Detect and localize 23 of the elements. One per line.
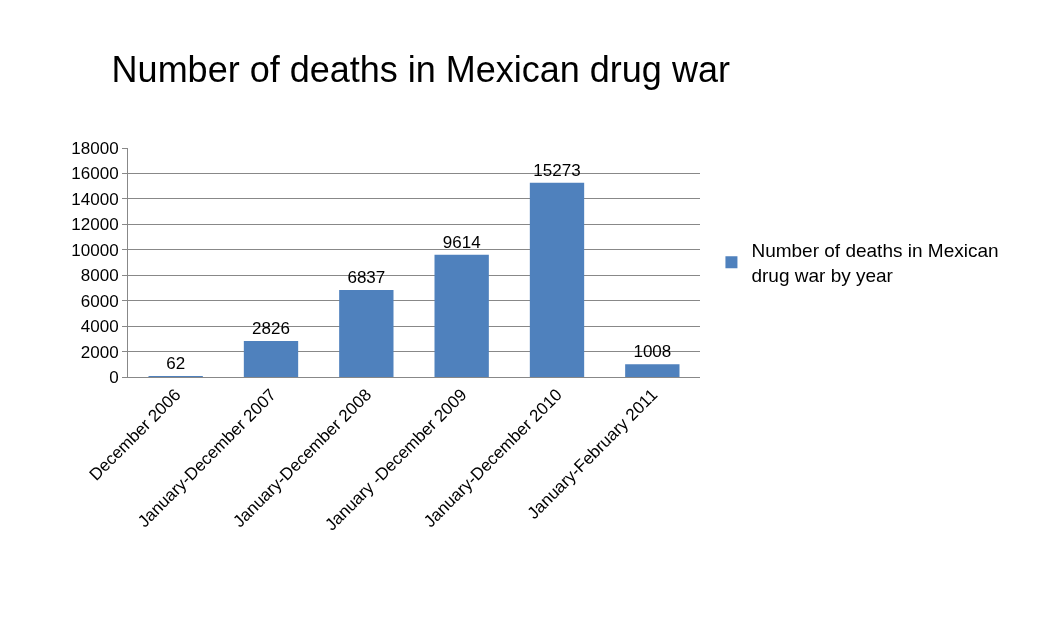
bar (434, 254, 489, 377)
y-tick-label: 8000 (80, 266, 119, 286)
chart-title: Number of deaths in Mexican drug war (111, 49, 730, 91)
y-tick-label: 0 (109, 367, 119, 387)
data-label: 2826 (252, 319, 290, 339)
data-label: 9614 (442, 232, 481, 252)
y-tick-label: 12000 (71, 215, 119, 235)
y-tick-label: 4000 (80, 317, 119, 337)
y-tick-label: 16000 (71, 164, 119, 184)
data-label: 6837 (347, 268, 386, 288)
y-tick-label: 18000 (71, 138, 119, 158)
bar (529, 182, 585, 377)
y-tick-label: 10000 (71, 240, 119, 260)
data-label: 1008 (633, 342, 672, 362)
data-label: 62 (166, 354, 186, 373)
bar (339, 290, 394, 377)
bar (243, 341, 299, 377)
y-tick-label: 6000 (80, 291, 119, 311)
data-label: 15273 (533, 160, 581, 180)
legend-label: Number of deaths in Mexican drug war by year (751, 240, 999, 286)
bar (625, 364, 680, 377)
y-tick-label: 14000 (71, 189, 119, 209)
y-tick-label: 2000 (80, 342, 119, 362)
